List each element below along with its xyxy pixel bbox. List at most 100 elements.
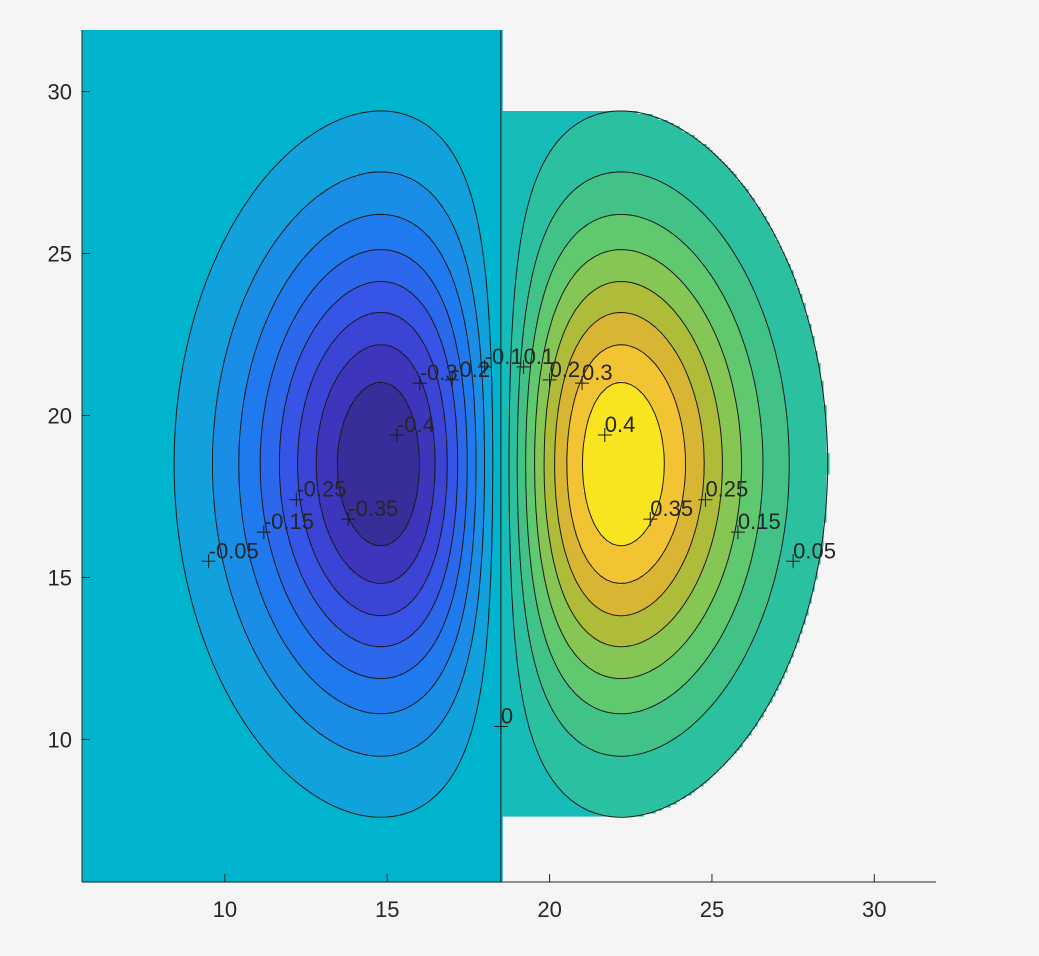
contour-band [466,507,476,511]
contour-band [448,144,503,148]
contour-band [535,747,590,751]
contour-band [532,732,569,736]
contour-band [481,345,491,349]
contour-band [238,468,260,472]
contour-band [709,546,731,550]
contour-band [523,696,548,700]
contour-band [529,531,539,535]
contour-label-marker [256,525,271,540]
contour-band [421,336,440,340]
contour-band [439,294,458,298]
contour-band [418,477,437,481]
contour-band [475,456,485,460]
contour-band [532,186,578,190]
contour-band [241,492,263,496]
contour-band [343,498,416,502]
contour-band [310,723,440,727]
contour-band [262,486,281,490]
contour-band [790,447,827,451]
contour-band [355,672,404,676]
contour-band [271,378,293,382]
contour-band [715,699,773,703]
contour-band [484,495,494,499]
contour-band [280,459,299,463]
contour-band [82,555,182,559]
contour-band [178,396,218,400]
contour-band [472,564,482,568]
contour-band [697,624,728,628]
contour-band [508,423,518,427]
contour-band [475,297,488,301]
contour-band [451,276,470,280]
contour-band [541,756,731,760]
contour-band [532,735,572,739]
contour-band [82,462,176,466]
contour-band [421,381,440,385]
contour-band [493,537,503,541]
contour-band [688,597,713,601]
contour-band [475,447,485,451]
contour-band [226,351,257,355]
contour-band [556,441,569,445]
contour-band [448,456,458,460]
contour-band [661,555,686,559]
contour-band [544,438,557,442]
contour-band [739,597,770,601]
contour-band [535,447,545,451]
contour-band [742,468,764,472]
contour-band [274,759,461,763]
contour-band [463,753,503,757]
contour-band [484,396,494,400]
contour-band [442,255,467,259]
contour-band [439,633,458,637]
contour-band [559,297,587,301]
contour-band [475,435,485,439]
contour-band [367,612,395,616]
contour-band [244,531,269,535]
contour-band [259,336,287,340]
contour-band [490,327,503,331]
contour-band [238,462,260,466]
contour-band [205,285,251,289]
contour-band [565,327,590,331]
contour-band [535,177,593,181]
contour-band [502,747,536,751]
contour-band [484,447,494,451]
contour-band [529,201,563,205]
contour-band [760,510,788,514]
contour-band [532,348,545,352]
contour-band [523,339,536,343]
contour-band [421,267,449,271]
contour-band [517,450,527,454]
contour-band [760,411,788,415]
contour-band [721,486,743,490]
contour-band [250,369,275,373]
contour-band [301,354,326,358]
contour-band [529,555,542,559]
contour-band [490,561,503,565]
contour-band [547,507,557,511]
contour-band [571,417,590,421]
contour-band [523,222,551,226]
contour-band [433,606,452,610]
contour-band [742,438,764,442]
contour-band [688,288,722,292]
contour-band [184,363,224,367]
contour-band [664,471,686,475]
contour-band [742,456,764,460]
contour-band [475,420,485,424]
contour-band [295,612,326,616]
contour-band [178,402,218,406]
contour-band [418,468,437,472]
contour-band [517,267,536,271]
contour-band [754,288,800,292]
contour-band [691,249,734,253]
contour-band [724,567,749,571]
contour-band [664,450,686,454]
contour-band [268,387,290,391]
contour-band [82,438,176,442]
contour-band [529,297,545,301]
contour-band [700,351,725,355]
contour-band [463,528,476,532]
contour-band [640,216,707,220]
